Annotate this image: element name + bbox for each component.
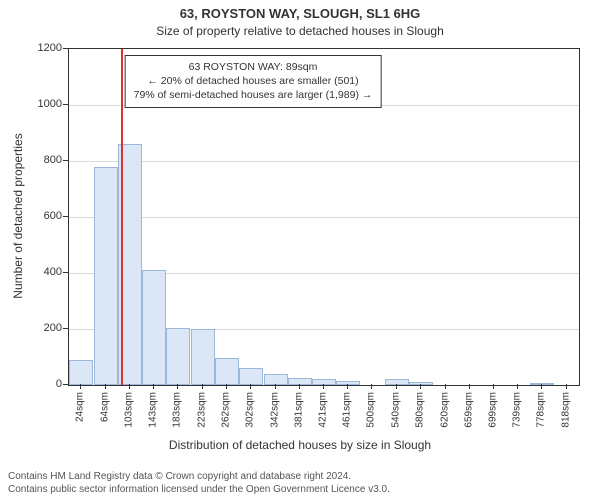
x-tick xyxy=(347,384,348,389)
x-tick-label: 64sqm xyxy=(99,392,110,422)
annotation-line-1: 63 ROYSTON WAY: 89sqm xyxy=(134,60,373,74)
x-tick-label: 381sqm xyxy=(293,392,304,428)
attribution-line-1: Contains HM Land Registry data © Crown c… xyxy=(8,471,592,484)
x-tick xyxy=(275,384,276,389)
plot-area: 63 ROYSTON WAY: 89sqm ← 20% of detached … xyxy=(68,48,580,386)
x-tick xyxy=(566,384,567,389)
x-tick xyxy=(105,384,106,389)
y-gridline xyxy=(69,217,579,218)
histogram-bar xyxy=(239,368,263,385)
x-tick xyxy=(371,384,372,389)
y-tick-label: 1000 xyxy=(38,98,62,110)
x-tick-label: 223sqm xyxy=(196,392,207,428)
annotation-box: 63 ROYSTON WAY: 89sqm ← 20% of detached … xyxy=(125,55,382,108)
x-tick xyxy=(396,384,397,389)
x-tick xyxy=(517,384,518,389)
y-tick-label: 600 xyxy=(44,210,62,222)
x-tick xyxy=(226,384,227,389)
y-tick xyxy=(63,104,68,105)
property-marker-line xyxy=(121,49,123,385)
x-tick xyxy=(420,384,421,389)
y-tick-label: 200 xyxy=(44,322,62,334)
y-tick-label: 800 xyxy=(44,154,62,166)
x-tick-label: 540sqm xyxy=(390,392,401,428)
chart-subtitle: Size of property relative to detached ho… xyxy=(0,24,600,38)
x-tick-label: 302sqm xyxy=(245,392,256,428)
histogram-bar xyxy=(166,328,190,385)
annotation-line-3: 79% of semi-detached houses are larger (… xyxy=(134,88,373,102)
x-tick-label: 24sqm xyxy=(75,392,86,422)
y-tick xyxy=(63,160,68,161)
histogram-bar xyxy=(69,360,93,385)
y-tick-label: 0 xyxy=(56,378,62,390)
y-tick-label: 1200 xyxy=(38,42,62,54)
x-tick xyxy=(469,384,470,389)
attribution-text: Contains HM Land Registry data © Crown c… xyxy=(0,471,600,496)
x-tick xyxy=(323,384,324,389)
x-tick xyxy=(129,384,130,389)
y-gridline xyxy=(69,161,579,162)
x-tick-label: 103sqm xyxy=(123,392,134,428)
histogram-bar xyxy=(191,329,215,385)
attribution-line-2: Contains public sector information licen… xyxy=(8,484,592,497)
y-tick xyxy=(63,216,68,217)
x-tick-label: 699sqm xyxy=(488,392,499,428)
y-tick xyxy=(63,328,68,329)
x-tick-label: 183sqm xyxy=(172,392,183,428)
x-axis-title: Distribution of detached houses by size … xyxy=(0,438,600,452)
y-tick-label: 400 xyxy=(44,266,62,278)
x-tick-label: 262sqm xyxy=(220,392,231,428)
x-tick-label: 620sqm xyxy=(439,392,450,428)
histogram-bar xyxy=(215,358,239,385)
chart-title: 63, ROYSTON WAY, SLOUGH, SL1 6HG xyxy=(0,6,600,21)
y-tick xyxy=(63,48,68,49)
x-tick-label: 739sqm xyxy=(512,392,523,428)
y-tick xyxy=(63,272,68,273)
x-tick-label: 421sqm xyxy=(318,392,329,428)
x-tick xyxy=(80,384,81,389)
x-tick xyxy=(153,384,154,389)
x-tick xyxy=(202,384,203,389)
x-tick xyxy=(493,384,494,389)
x-tick-label: 342sqm xyxy=(269,392,280,428)
annotation-line-2: ← 20% of detached houses are smaller (50… xyxy=(134,74,373,88)
x-tick xyxy=(250,384,251,389)
x-tick-label: 143sqm xyxy=(148,392,159,428)
x-tick-label: 580sqm xyxy=(415,392,426,428)
x-tick-label: 659sqm xyxy=(463,392,474,428)
x-tick-area: 24sqm 64sqm 103sqm 143sqm 183sqm 223sqm 262sqm… xyxy=(68,384,578,439)
x-tick xyxy=(177,384,178,389)
y-tick-area: 020040060080010001200 xyxy=(0,48,68,384)
x-tick-label: 818sqm xyxy=(560,392,571,428)
x-tick xyxy=(445,384,446,389)
x-tick-label: 778sqm xyxy=(536,392,547,428)
x-tick xyxy=(541,384,542,389)
chart-container: 63, ROYSTON WAY, SLOUGH, SL1 6HG Size of… xyxy=(0,0,600,500)
histogram-bar xyxy=(94,167,118,385)
x-tick-label: 461sqm xyxy=(342,392,353,428)
x-tick-label: 500sqm xyxy=(366,392,377,428)
histogram-bar xyxy=(142,270,166,385)
x-tick xyxy=(299,384,300,389)
